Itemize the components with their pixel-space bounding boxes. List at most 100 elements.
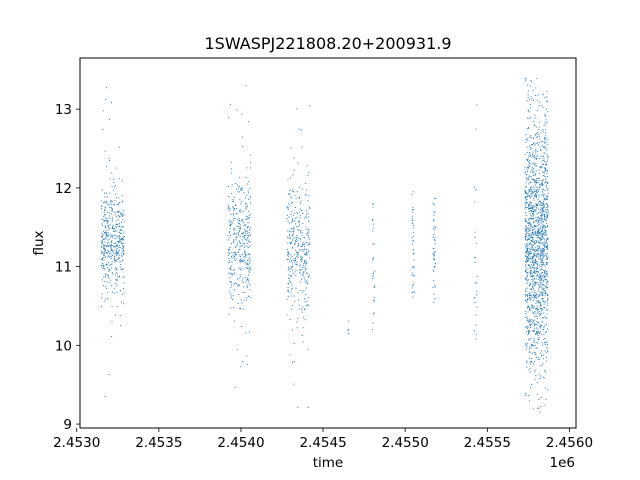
data-point — [302, 275, 304, 277]
data-point — [288, 233, 290, 235]
data-point — [412, 206, 414, 208]
data-point — [544, 270, 546, 272]
data-point — [542, 207, 544, 209]
data-point — [114, 257, 116, 259]
data-point — [289, 261, 291, 263]
data-point — [296, 212, 298, 214]
data-point — [537, 274, 539, 276]
data-point — [527, 97, 529, 99]
data-point — [528, 320, 530, 322]
data-point — [532, 215, 534, 217]
data-point — [536, 178, 538, 180]
data-point — [539, 279, 541, 281]
data-point — [535, 250, 537, 252]
data-point — [543, 198, 545, 200]
data-point — [235, 245, 237, 247]
data-point — [541, 310, 543, 312]
data-point — [530, 191, 532, 193]
data-point — [305, 254, 307, 256]
data-point — [528, 205, 530, 207]
data-point — [546, 182, 548, 184]
data-point — [537, 301, 539, 303]
data-point — [535, 150, 537, 152]
data-point — [540, 405, 542, 407]
data-point — [526, 196, 528, 198]
data-point — [107, 241, 109, 243]
data-point — [535, 283, 537, 285]
data-point — [120, 232, 122, 234]
data-point — [110, 244, 112, 246]
data-point — [286, 258, 288, 260]
data-point — [432, 234, 434, 236]
data-point — [116, 279, 118, 281]
data-point — [542, 317, 544, 319]
data-point — [298, 225, 300, 227]
data-point — [102, 251, 104, 253]
data-point — [543, 219, 545, 221]
data-point — [535, 195, 537, 197]
data-point — [298, 271, 300, 273]
data-point — [474, 186, 476, 188]
data-point — [245, 206, 247, 208]
data-point — [528, 127, 530, 129]
data-point — [535, 262, 537, 264]
data-point — [250, 269, 252, 271]
data-point — [250, 266, 252, 268]
data-point — [532, 137, 534, 139]
data-point — [533, 138, 534, 140]
data-point — [305, 241, 307, 243]
data-point — [527, 90, 529, 92]
data-point — [305, 272, 307, 274]
data-point — [531, 195, 533, 197]
data-point — [308, 235, 310, 237]
data-point — [545, 178, 547, 180]
data-point — [106, 281, 108, 283]
data-point — [241, 326, 243, 327]
data-point — [373, 243, 375, 245]
data-point — [528, 234, 530, 236]
data-point — [534, 282, 536, 284]
data-point — [246, 229, 248, 231]
data-point — [532, 217, 534, 219]
data-point — [106, 253, 108, 255]
data-point — [118, 250, 120, 252]
data-point — [526, 146, 528, 148]
data-point — [233, 242, 235, 244]
data-point — [543, 249, 545, 251]
data-point — [372, 243, 374, 245]
data-point — [533, 249, 535, 251]
data-point — [541, 321, 543, 323]
data-point — [545, 332, 547, 333]
data-point — [542, 244, 544, 246]
data-point — [531, 217, 533, 219]
data-point — [291, 231, 293, 233]
data-point — [309, 242, 311, 244]
data-point — [534, 156, 536, 158]
data-point — [474, 261, 476, 263]
data-point — [308, 257, 310, 259]
data-point — [544, 226, 546, 228]
data-point — [528, 151, 530, 153]
data-point — [122, 259, 124, 261]
data-point — [372, 259, 374, 261]
data-point — [531, 318, 533, 320]
data-point — [307, 251, 309, 253]
data-point — [107, 220, 109, 222]
data-point — [540, 274, 542, 276]
data-point — [101, 240, 103, 242]
data-point — [291, 228, 293, 230]
data-point — [413, 225, 415, 227]
data-point — [542, 209, 544, 211]
data-point — [243, 259, 245, 261]
data-point — [116, 197, 118, 199]
data-point — [475, 338, 477, 340]
data-point — [532, 99, 534, 101]
data-point — [105, 230, 107, 232]
data-point — [528, 117, 530, 119]
data-point — [433, 219, 435, 221]
data-point — [541, 258, 543, 260]
data-point — [289, 278, 291, 280]
data-point — [290, 228, 292, 230]
data-point — [537, 328, 539, 330]
data-point — [120, 325, 122, 327]
